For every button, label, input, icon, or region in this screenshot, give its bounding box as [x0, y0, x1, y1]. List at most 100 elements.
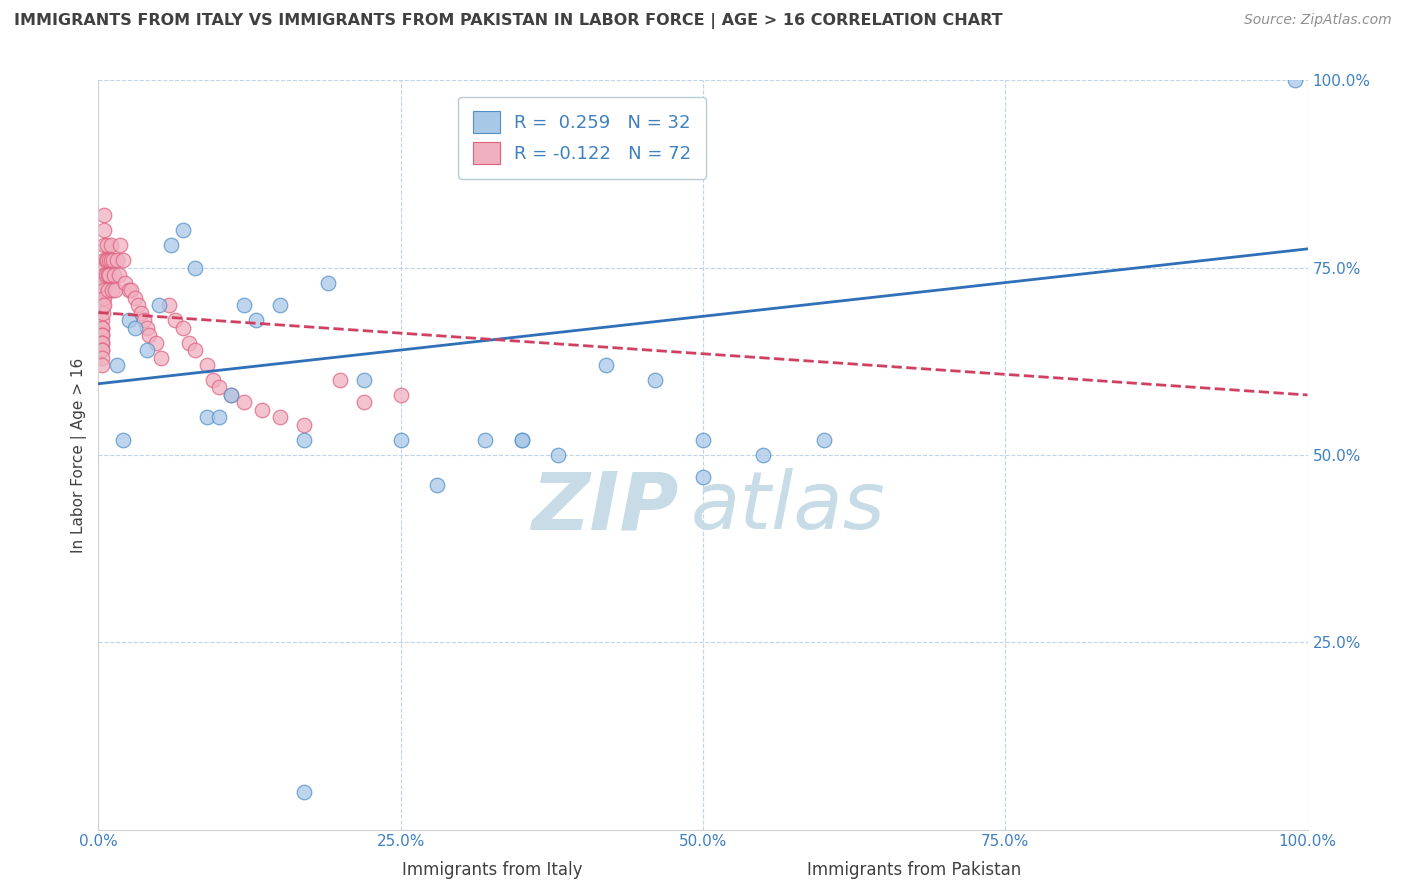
Text: atlas: atlas: [690, 468, 886, 547]
Point: [98, 268, 121, 282]
Point: [510, 433, 533, 447]
Point: [93, 276, 115, 290]
Legend: R =  0.259   N = 32, R = -0.122   N = 72: R = 0.259 N = 32, R = -0.122 N = 72: [458, 97, 706, 178]
Point: [160, 238, 183, 252]
Point: [1284, 73, 1306, 87]
Point: [93, 238, 115, 252]
Point: [96, 238, 118, 252]
Point: [111, 253, 134, 268]
Text: ZIP: ZIP: [531, 468, 679, 547]
Point: [157, 298, 180, 312]
Text: Source: ZipAtlas.com: Source: ZipAtlas.com: [1244, 13, 1392, 28]
Point: [150, 351, 173, 365]
Point: [118, 313, 141, 327]
Point: [292, 417, 315, 432]
Point: [221, 388, 243, 402]
Point: [94, 268, 117, 282]
Point: [91, 351, 114, 365]
Point: [138, 328, 160, 343]
Point: [195, 410, 218, 425]
Point: [91, 343, 114, 357]
Point: [93, 223, 115, 237]
Point: [692, 433, 714, 447]
Point: [135, 343, 157, 357]
Point: [124, 320, 146, 334]
Point: [93, 208, 115, 222]
Point: [510, 433, 533, 447]
Point: [91, 343, 114, 357]
Point: [91, 291, 114, 305]
Point: [91, 320, 114, 334]
Point: [120, 283, 142, 297]
Point: [202, 373, 225, 387]
Point: [292, 785, 315, 799]
Point: [105, 253, 128, 268]
Point: [644, 373, 666, 387]
Point: [118, 283, 141, 297]
Point: [91, 320, 114, 334]
Point: [111, 433, 134, 447]
Point: [91, 313, 114, 327]
Point: [135, 320, 157, 334]
Point: [134, 313, 156, 327]
Point: [103, 268, 125, 282]
Point: [269, 298, 291, 312]
Point: [692, 470, 714, 484]
Point: [145, 335, 167, 350]
Point: [292, 433, 315, 447]
Point: [595, 358, 617, 372]
Point: [91, 305, 114, 319]
Point: [91, 298, 114, 312]
Point: [91, 358, 114, 372]
Point: [148, 298, 170, 312]
Text: Immigrants from Pakistan: Immigrants from Pakistan: [807, 861, 1021, 879]
Point: [100, 253, 122, 268]
Point: [91, 328, 114, 343]
Point: [353, 395, 375, 409]
Point: [105, 358, 128, 372]
Point: [221, 388, 243, 402]
Point: [96, 253, 118, 268]
Point: [813, 433, 835, 447]
Point: [179, 335, 201, 350]
Point: [232, 298, 254, 312]
Point: [195, 358, 218, 372]
Point: [91, 335, 114, 350]
Point: [93, 283, 115, 297]
Point: [91, 328, 114, 343]
Point: [94, 253, 117, 268]
Point: [91, 283, 114, 297]
Point: [232, 395, 254, 409]
Point: [129, 305, 152, 319]
Point: [389, 433, 412, 447]
Point: [163, 313, 186, 327]
Point: [208, 380, 231, 394]
Point: [97, 268, 120, 282]
Point: [172, 223, 194, 237]
Y-axis label: In Labor Force | Age > 16: In Labor Force | Age > 16: [72, 358, 87, 552]
Point: [389, 388, 412, 402]
Point: [250, 403, 273, 417]
Point: [104, 283, 127, 297]
Point: [172, 320, 194, 334]
Point: [108, 238, 131, 252]
Point: [100, 238, 122, 252]
Point: [184, 343, 207, 357]
Point: [127, 298, 149, 312]
Point: [100, 283, 122, 297]
Point: [91, 335, 114, 350]
Point: [245, 313, 267, 327]
Point: [329, 373, 352, 387]
Point: [91, 276, 114, 290]
Point: [93, 253, 115, 268]
Point: [101, 253, 124, 268]
Point: [93, 298, 115, 312]
Point: [752, 448, 775, 462]
Point: [108, 268, 131, 282]
Point: [98, 253, 121, 268]
Point: [124, 291, 146, 305]
Text: IMMIGRANTS FROM ITALY VS IMMIGRANTS FROM PAKISTAN IN LABOR FORCE | AGE > 16 CORR: IMMIGRANTS FROM ITALY VS IMMIGRANTS FROM…: [14, 13, 1002, 29]
Point: [184, 260, 207, 275]
Point: [353, 373, 375, 387]
Point: [316, 276, 339, 290]
